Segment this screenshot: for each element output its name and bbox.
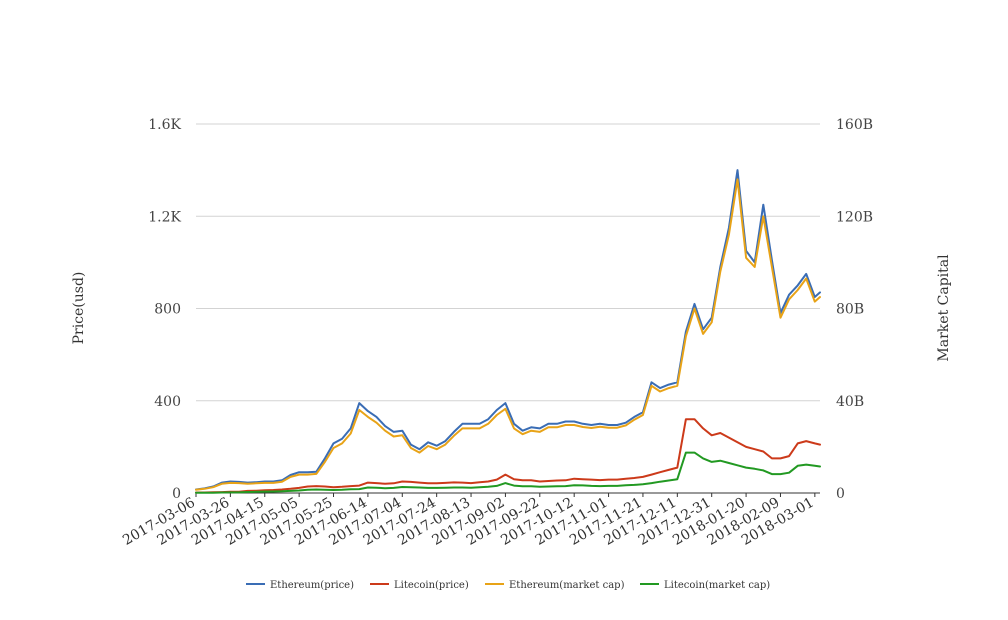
legend-label-litecoin-market-cap: Litecoin(market cap) — [664, 580, 770, 591]
y-left-tick-label: 400 — [154, 394, 181, 410]
series-lines — [195, 169, 821, 494]
series-line-ethereum-price — [195, 169, 821, 491]
y-left-tick-label: 1.2K — [148, 209, 181, 225]
legend-label-ethereum-price: Ethereum(price) — [270, 580, 354, 591]
series-line-ethereum-market-cap — [195, 178, 821, 491]
gridlines — [196, 123, 820, 402]
y-left-tick-label: 0 — [172, 486, 181, 502]
legend-label-ethereum-market-cap: Ethereum(market cap) — [509, 580, 625, 591]
y-right-tick-label: 40B — [836, 394, 864, 410]
y-right-tick-label: 0 — [836, 486, 845, 502]
legend-label-litecoin-price: Litecoin(price) — [394, 580, 469, 591]
y-axis-right-title: Market Capital — [936, 254, 952, 362]
y-axis-left-title: Price(usd) — [71, 272, 87, 345]
y-right-tick-label: 160B — [836, 117, 873, 133]
y-left-tick-label: 800 — [154, 302, 181, 318]
series-line-litecoin-market-cap — [195, 451, 821, 494]
legend: Ethereum(price) Litecoin(price) Ethereum(m… — [246, 580, 770, 591]
y-right-tick-label: 80B — [836, 302, 864, 318]
y-right-tick-label: 120B — [836, 209, 873, 225]
series-line-litecoin-price — [195, 418, 821, 494]
y-left-tick-label: 1.6K — [148, 117, 181, 133]
